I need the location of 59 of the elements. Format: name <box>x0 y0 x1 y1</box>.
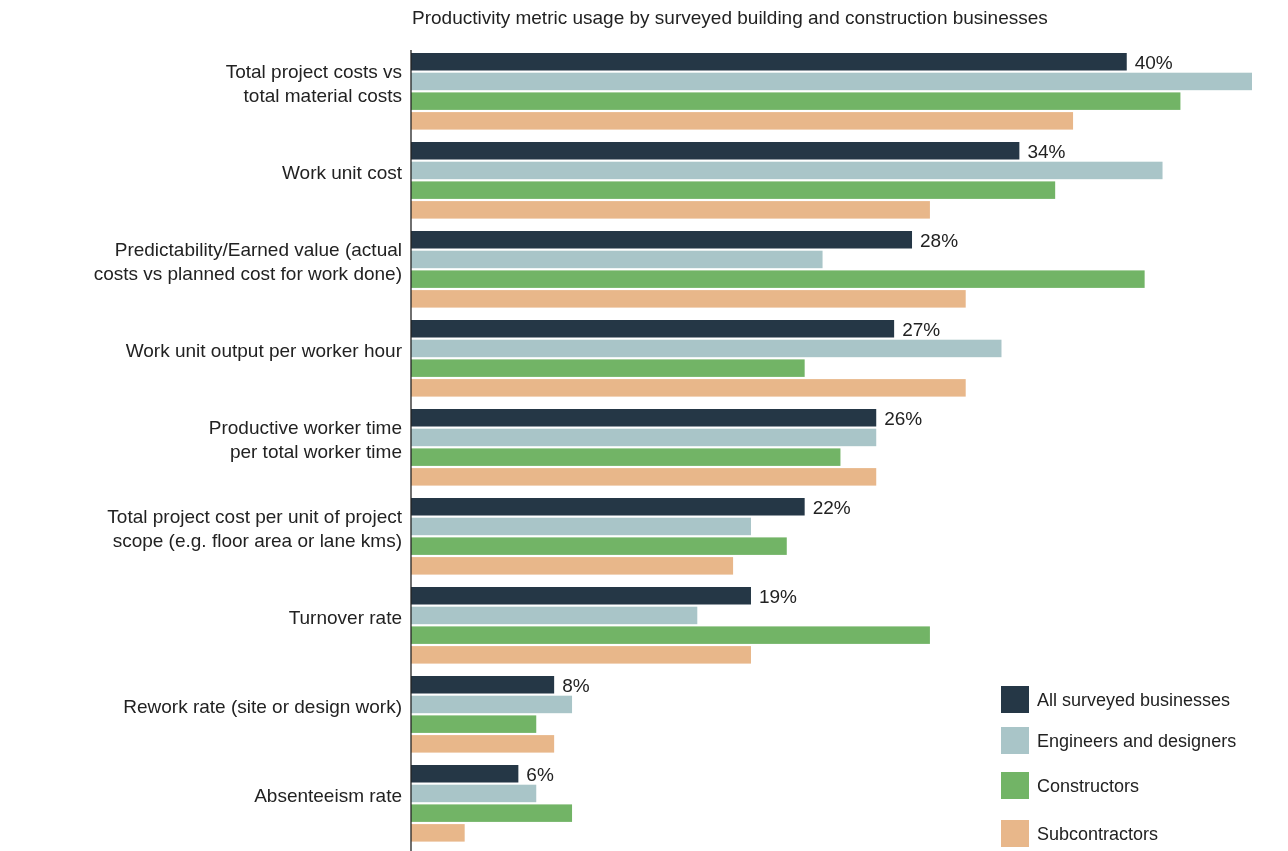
bar <box>411 468 877 486</box>
bar <box>411 428 877 447</box>
y-tick-label: Turnover rate <box>288 607 402 629</box>
legend-label: Constructors <box>1037 776 1140 797</box>
bar <box>411 695 573 714</box>
bar <box>411 824 465 842</box>
bar <box>411 181 1056 199</box>
data-label: 40% <box>1134 51 1173 73</box>
bar <box>411 606 698 625</box>
bar <box>411 112 1074 130</box>
bar <box>411 735 555 753</box>
data-label: 28% <box>920 229 959 251</box>
bar <box>411 646 751 664</box>
bar <box>411 715 537 733</box>
bar <box>411 270 1145 288</box>
legend-label: Subcontractors <box>1037 824 1159 845</box>
legend-label: Engineers and designers <box>1037 731 1237 752</box>
data-label: 8% <box>562 674 590 696</box>
bar <box>411 142 1020 160</box>
bar <box>411 448 841 466</box>
bar <box>411 339 1002 358</box>
y-tick-label: Predictability/Earned value (actual costs vs planned cost for work done) <box>93 239 402 285</box>
bar <box>411 537 787 555</box>
bar <box>411 359 805 377</box>
data-label: 26% <box>884 407 923 429</box>
bar <box>411 250 823 269</box>
legend-label: All surveyed businesses <box>1037 690 1231 711</box>
data-label: 19% <box>758 585 798 607</box>
bar <box>411 498 805 516</box>
bar <box>411 517 751 536</box>
bar <box>411 201 930 219</box>
bar <box>411 290 966 308</box>
bar <box>411 231 913 249</box>
y-tick-label: Total project costs vs total material costs <box>225 61 402 107</box>
data-label: 27% <box>902 318 941 340</box>
bar <box>411 320 895 338</box>
data-label: 6% <box>526 763 554 785</box>
bar <box>411 626 930 644</box>
bar <box>411 557 734 575</box>
y-tick-label: Work unit cost <box>281 162 403 184</box>
bar <box>411 72 1252 91</box>
y-tick-label: Rework rate (site or design work) <box>123 696 402 718</box>
bar <box>411 676 555 694</box>
bar <box>411 53 1127 71</box>
bar <box>411 804 573 822</box>
bar <box>411 92 1181 110</box>
y-tick-label: Total project cost per unit of project scope (e.g. floor area or lane kms) <box>107 506 403 552</box>
chart-title: Productivity metric usage by surveyed building and construction businesses <box>412 7 1048 28</box>
y-tick-label: Work unit output per worker hour <box>125 340 403 362</box>
bar <box>411 765 519 783</box>
data-label: 34% <box>1027 140 1066 162</box>
y-tick-label: Absenteeism rate <box>254 785 402 807</box>
bar <box>411 161 1163 180</box>
bar <box>411 379 966 397</box>
bar <box>411 409 877 427</box>
bar <box>411 587 751 605</box>
bar <box>411 784 537 803</box>
data-label: 22% <box>812 496 851 518</box>
y-tick-label: Productive worker time per total worker time <box>208 417 402 463</box>
